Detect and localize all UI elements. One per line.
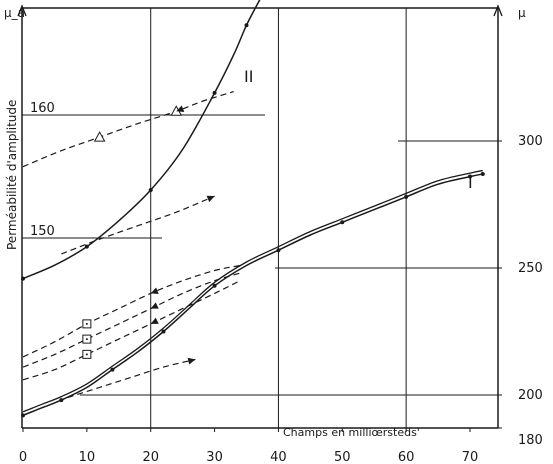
data-point <box>161 329 166 334</box>
right-tick-label: 300 <box>518 134 543 149</box>
series-dashed-5 <box>22 272 241 368</box>
series-line-return <box>22 169 483 413</box>
right-axis-symbol: μ <box>518 6 526 20</box>
right-axis-arrow <box>493 4 503 17</box>
curve-label-II: II <box>244 67 253 86</box>
labels: μ_a μ Perméabilité d'amplitude Champs en… <box>4 6 526 439</box>
right-tick-label: 250 <box>518 261 543 276</box>
series-line <box>22 0 261 280</box>
data-point <box>340 220 345 225</box>
right-tick-label: 200 <box>518 388 543 403</box>
left-axis-arrow <box>17 4 27 17</box>
left-tick-label: 160 <box>30 101 55 116</box>
direction-arrow <box>176 105 185 112</box>
data-point <box>212 90 217 95</box>
series-dashed-3 <box>61 195 215 255</box>
x-tick-label: 0 <box>19 450 27 464</box>
square-marker-dot <box>85 322 88 325</box>
square-marker-dot <box>85 353 88 356</box>
x-tick-label: 30 <box>206 450 223 464</box>
series-line <box>22 280 241 381</box>
x-tick-label: 70 <box>462 450 479 464</box>
direction-arrow <box>150 302 159 309</box>
series-dashed-7 <box>67 357 196 399</box>
direction-arrow <box>187 357 196 365</box>
series-dashed-4 <box>22 264 241 358</box>
data-point <box>148 188 153 193</box>
series-line <box>22 264 241 358</box>
left-axis-symbol: μ_a <box>4 6 25 20</box>
data-point <box>276 248 281 253</box>
data-point <box>244 23 249 28</box>
x-tick-label: 60 <box>398 450 415 464</box>
series-dashed-6 <box>22 280 241 381</box>
series-line <box>61 195 215 255</box>
square-marker-dot <box>85 338 88 341</box>
series-I <box>21 169 485 418</box>
data-point <box>21 413 25 418</box>
x-tick-label: 10 <box>79 450 96 464</box>
series-II <box>21 0 261 281</box>
series-line <box>22 91 234 168</box>
direction-arrow <box>206 195 215 203</box>
series-dashed-2 <box>22 91 234 168</box>
series-line <box>67 358 196 399</box>
left-tick-label: 150 <box>30 224 55 239</box>
data-point <box>480 172 485 177</box>
triangle-marker <box>93 131 106 142</box>
right-tick-label: 180 <box>518 433 543 448</box>
grid <box>22 8 498 428</box>
x-tick-label: 20 <box>142 450 159 464</box>
direction-arrow <box>150 317 159 324</box>
left-axis-title: Perméabilité d'amplitude <box>5 100 19 250</box>
series-line <box>22 173 483 417</box>
data-point <box>468 174 472 179</box>
x-tick-label: 40 <box>270 450 287 464</box>
axes: 0 10 20 30 40 50 60 70 160 150 180 200 250 300 <box>17 4 543 464</box>
data-point <box>212 283 217 288</box>
series <box>21 0 485 418</box>
curve-label-I: I <box>468 173 473 192</box>
data-point <box>404 194 409 199</box>
direction-arrow <box>150 287 159 294</box>
x-tick-label: 50 <box>334 450 351 464</box>
x-axis-title: Champs en milliœrsteds' <box>283 426 420 439</box>
data-point <box>21 276 25 281</box>
data-point <box>84 244 89 249</box>
series-line <box>22 272 241 368</box>
data-point <box>110 367 115 372</box>
data-point <box>59 398 64 403</box>
